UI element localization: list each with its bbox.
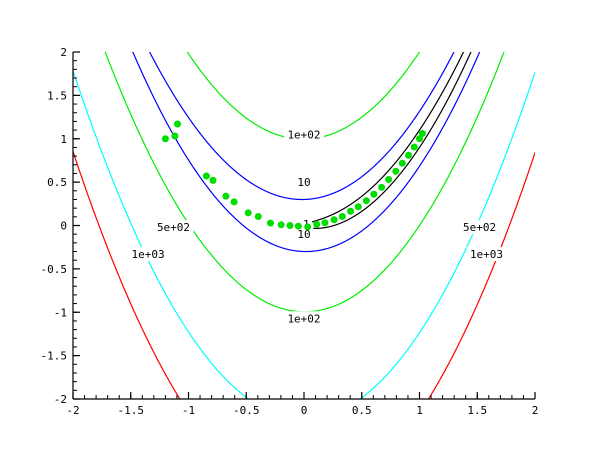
scatter-point: [362, 197, 370, 205]
y-axis-tick-label: 1: [60, 133, 67, 146]
scatter-point: [330, 216, 338, 224]
contour-line-level-5e02: [234, 0, 373, 31]
contour-label-1e03: 1e+03: [132, 248, 165, 261]
contour-line-level-1e03: [73, 150, 535, 399]
y-axis-tick-label: 1.5: [47, 89, 67, 102]
scatter-point: [410, 143, 418, 151]
scatter-point: [354, 203, 362, 211]
y-axis-tick-label: -1: [54, 306, 67, 319]
axes-group: -2 -1.5 -1 -0.5 0 0.5 1 1.5 2 -2 -1.5 -1 -0.5 0 0.5 1 1.…: [41, 46, 539, 417]
scatter-point: [230, 198, 238, 206]
contour-line-level-5e02: [73, 70, 535, 399]
scatter-point: [321, 219, 329, 227]
x-axis-tick-label: 1.5: [467, 404, 487, 417]
x-axis-tick-label: 2: [532, 404, 539, 417]
scatter-point: [313, 220, 321, 228]
scatter-points-group: [161, 120, 426, 231]
scatter-point: [370, 190, 378, 198]
scatter-point: [304, 223, 312, 231]
x-axis-tick-label: -0.5: [233, 404, 260, 417]
x-axis-tick-label: 0.5: [352, 404, 372, 417]
contour-line-level-1e02: [104, 52, 505, 313]
scatter-point: [222, 192, 230, 200]
contour-label-1e02: 1e+02: [287, 128, 320, 141]
scatter-point: [385, 176, 393, 184]
scatter-point: [418, 130, 426, 138]
scatter-point: [378, 183, 386, 191]
scatter-point: [161, 135, 169, 143]
scatter-point: [254, 212, 262, 220]
scatter-point: [398, 159, 406, 167]
scatter-point: [405, 151, 413, 159]
scatter-point: [347, 207, 355, 215]
scatter-point: [392, 167, 400, 175]
y-axis-tick-label: 0: [60, 220, 67, 233]
scatter-point: [267, 219, 274, 227]
contour-line-level-10: [132, 52, 481, 253]
x-axis-tick-label: -2: [66, 404, 79, 417]
x-axis-tick-label: 0: [301, 404, 308, 417]
contour-label-backing: [153, 220, 194, 235]
contour-line-level-1e02: [186, 52, 421, 140]
scatter-point: [277, 221, 285, 229]
contour-line-level-1: [303, 52, 465, 227]
x-axis-tick-label: -1.5: [118, 404, 145, 417]
contour-line-level-10: [148, 52, 455, 201]
contour-label-backing: [459, 220, 500, 235]
contour-label-backing: [284, 311, 324, 326]
y-axis-tick-label: 0.5: [47, 176, 67, 189]
contour-label-backing: [284, 127, 324, 142]
y-axis-tick-label: 2: [60, 46, 67, 59]
y-axis-tick-label: -2: [54, 393, 67, 406]
scatter-point: [174, 120, 182, 128]
scatter-point: [244, 209, 252, 217]
scatter-point: [338, 212, 346, 220]
y-axis-tick-label: -0.5: [41, 263, 68, 276]
scatter-point: [209, 176, 217, 184]
contour-label-backing: [128, 247, 169, 262]
x-axis-tick-label: 1: [416, 404, 423, 417]
scatter-point: [286, 222, 294, 229]
contour-label-backing: [294, 175, 314, 190]
contour-label-1e02: 1e+02: [287, 312, 320, 325]
contour-label-5e02: 5e+02: [463, 221, 496, 234]
x-axis-tick-label: -1: [182, 404, 195, 417]
contour-label-backing: [294, 227, 314, 242]
contour-label-10: 10: [297, 176, 310, 189]
contour-label-backing: [466, 247, 507, 262]
contour-line-level-1: [303, 52, 472, 230]
scatter-point: [202, 172, 210, 180]
scatter-point: [171, 132, 179, 140]
y-axis-tick-label: -1.5: [41, 350, 68, 363]
contour-label-10: 10: [297, 228, 310, 241]
scatter-point: [294, 222, 302, 230]
contour-label-5e02: 5e+02: [157, 221, 190, 234]
scatter-point: [416, 135, 423, 143]
contour-label-1e03: 1e+03: [470, 248, 503, 261]
